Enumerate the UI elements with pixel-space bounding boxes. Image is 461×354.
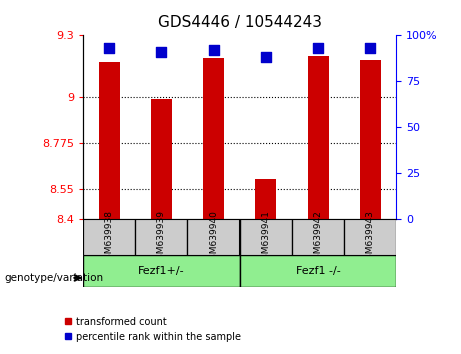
- Bar: [307, 56, 329, 219]
- Text: GSM639941: GSM639941: [261, 210, 270, 265]
- Bar: [203, 58, 224, 219]
- FancyBboxPatch shape: [188, 219, 240, 255]
- Text: Fezf1+/-: Fezf1+/-: [138, 266, 185, 276]
- Bar: [255, 178, 276, 219]
- Text: genotype/variation: genotype/variation: [5, 273, 104, 283]
- Text: Fezf1 -/-: Fezf1 -/-: [296, 266, 341, 276]
- FancyBboxPatch shape: [83, 255, 240, 287]
- Text: GSM639943: GSM639943: [366, 210, 375, 265]
- Legend: transformed count, percentile rank within the sample: transformed count, percentile rank withi…: [60, 313, 245, 346]
- FancyBboxPatch shape: [344, 219, 396, 255]
- Title: GDS4446 / 10544243: GDS4446 / 10544243: [158, 15, 322, 30]
- Point: [158, 49, 165, 55]
- Text: GSM639939: GSM639939: [157, 210, 166, 265]
- Text: GSM639940: GSM639940: [209, 210, 218, 265]
- Bar: [360, 60, 381, 219]
- Point: [106, 45, 113, 51]
- Text: GSM639942: GSM639942: [313, 210, 323, 264]
- Text: GSM639938: GSM639938: [105, 210, 113, 265]
- FancyBboxPatch shape: [135, 219, 188, 255]
- FancyBboxPatch shape: [240, 219, 292, 255]
- Point: [314, 45, 322, 51]
- FancyBboxPatch shape: [240, 255, 396, 287]
- Point: [366, 45, 374, 51]
- Bar: [99, 62, 119, 219]
- Point: [210, 47, 217, 53]
- Bar: [151, 99, 172, 219]
- Point: [262, 55, 270, 60]
- FancyBboxPatch shape: [83, 219, 135, 255]
- FancyBboxPatch shape: [292, 219, 344, 255]
